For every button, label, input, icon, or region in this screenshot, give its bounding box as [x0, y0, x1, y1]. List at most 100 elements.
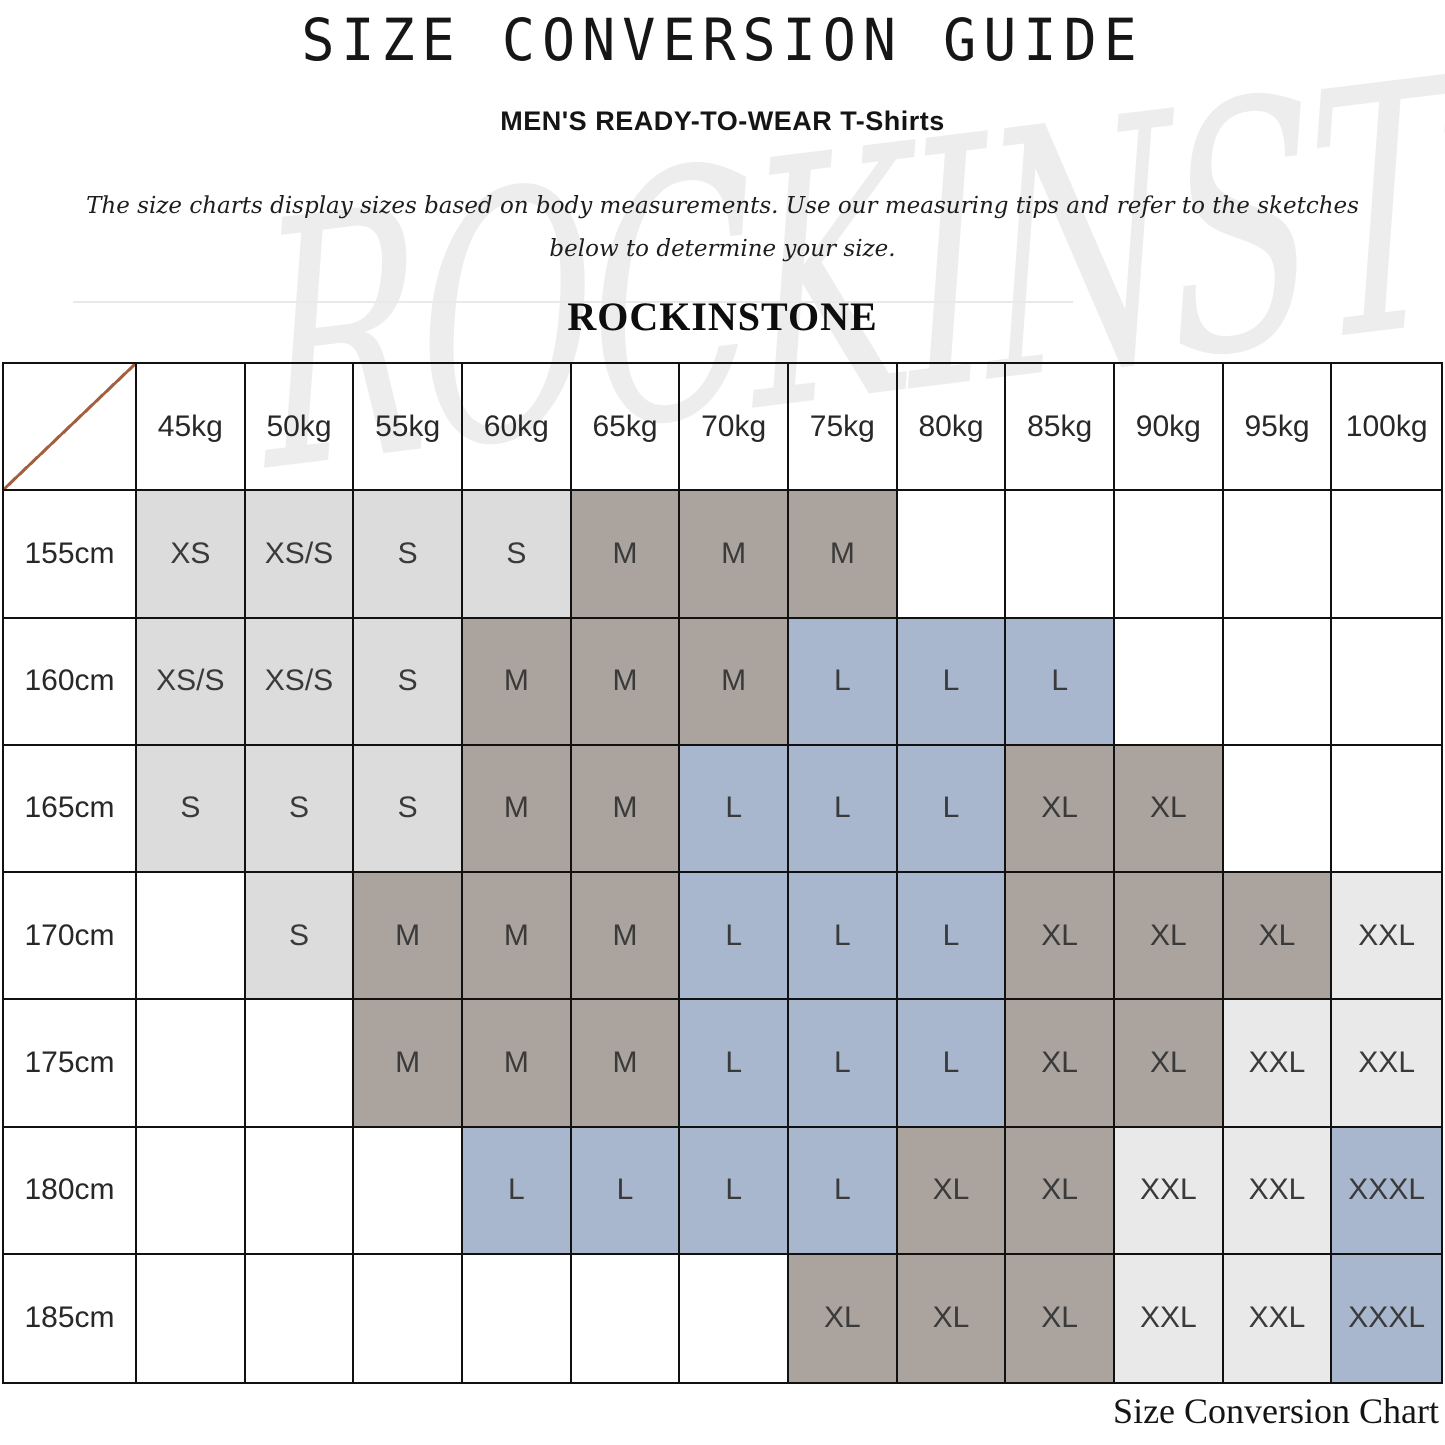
row-header-165cm: 165cm [4, 745, 137, 873]
cell-155cm-95kg [1223, 491, 1333, 619]
table-corner-cell [4, 364, 137, 492]
cell-155cm-45kg: XS [137, 491, 246, 619]
cell-165cm-100kg [1332, 745, 1441, 873]
cell-165cm-65kg: M [571, 745, 681, 873]
cell-180cm-55kg [354, 1127, 463, 1255]
cell-165cm-45kg: S [137, 745, 246, 873]
cell-155cm-75kg: M [788, 491, 898, 619]
cell-185cm-70kg [680, 1254, 789, 1382]
col-header-90kg: 90kg [1114, 364, 1224, 492]
subtitle: MEN'S READY-TO-WEAR T-Shirts [500, 106, 945, 136]
row-header-155cm: 155cm [4, 491, 137, 619]
cell-170cm-60kg: M [462, 873, 572, 1001]
cell-170cm-80kg: L [897, 873, 1007, 1001]
cell-160cm-45kg: XS/S [137, 618, 246, 746]
cell-155cm-85kg [1006, 491, 1115, 619]
cell-185cm-85kg: XL [1006, 1254, 1115, 1382]
cell-170cm-65kg: M [571, 873, 681, 1001]
description-line-1: The size charts display sizes based on b… [86, 193, 1359, 219]
footer-caption: Size Conversion Chart [1113, 1391, 1439, 1431]
cell-160cm-60kg: M [462, 618, 572, 746]
cell-180cm-95kg: XXL [1223, 1127, 1333, 1255]
row-header-175cm: 175cm [4, 1000, 137, 1128]
cell-170cm-95kg: XL [1223, 873, 1333, 1001]
col-header-55kg: 55kg [354, 364, 463, 492]
col-header-70kg: 70kg [680, 364, 789, 492]
col-header-75kg: 75kg [788, 364, 898, 492]
cell-175cm-90kg: XL [1114, 1000, 1224, 1128]
cell-185cm-75kg: XL [788, 1254, 898, 1382]
cell-180cm-75kg: L [788, 1127, 898, 1255]
brand-name: ROCKINSTONE [567, 294, 878, 339]
col-header-45kg: 45kg [137, 364, 246, 492]
cell-160cm-65kg: M [571, 618, 681, 746]
cell-170cm-70kg: L [680, 873, 789, 1001]
cell-180cm-65kg: L [571, 1127, 681, 1255]
cell-180cm-45kg [137, 1127, 246, 1255]
cell-160cm-80kg: L [897, 618, 1007, 746]
cell-160cm-55kg: S [354, 618, 463, 746]
cell-155cm-55kg: S [354, 491, 463, 619]
cell-185cm-60kg [462, 1254, 572, 1382]
cell-170cm-85kg: XL [1006, 873, 1115, 1001]
cell-170cm-45kg [137, 873, 246, 1001]
col-header-80kg: 80kg [897, 364, 1007, 492]
page-title: SIZE CONVERSION GUIDE [301, 6, 1144, 74]
cell-155cm-80kg [897, 491, 1007, 619]
col-header-95kg: 95kg [1223, 364, 1333, 492]
cell-170cm-90kg: XL [1114, 873, 1224, 1001]
cell-155cm-90kg [1114, 491, 1224, 619]
cell-185cm-45kg [137, 1254, 246, 1382]
col-header-60kg: 60kg [462, 364, 572, 492]
cell-160cm-90kg [1114, 618, 1224, 746]
cell-175cm-80kg: L [897, 1000, 1007, 1128]
cell-185cm-80kg: XL [897, 1254, 1007, 1382]
cell-160cm-85kg: L [1006, 618, 1115, 746]
cell-175cm-100kg: XXL [1332, 1000, 1441, 1128]
cell-165cm-50kg: S [245, 745, 355, 873]
col-header-50kg: 50kg [245, 364, 355, 492]
cell-175cm-50kg [245, 1000, 355, 1128]
cell-165cm-90kg: XL [1114, 745, 1224, 873]
cell-170cm-100kg: XXL [1332, 873, 1441, 1001]
cell-185cm-95kg: XXL [1223, 1254, 1333, 1382]
cell-185cm-100kg: XXXL [1332, 1254, 1441, 1382]
cell-155cm-70kg: M [680, 491, 789, 619]
col-header-85kg: 85kg [1006, 364, 1115, 492]
cell-165cm-55kg: S [354, 745, 463, 873]
col-header-65kg: 65kg [571, 364, 681, 492]
cell-160cm-75kg: L [788, 618, 898, 746]
cell-170cm-50kg: S [245, 873, 355, 1001]
cell-180cm-90kg: XXL [1114, 1127, 1224, 1255]
cell-165cm-95kg [1223, 745, 1333, 873]
cell-155cm-100kg [1332, 491, 1441, 619]
row-header-160cm: 160cm [4, 618, 137, 746]
cell-165cm-60kg: M [462, 745, 572, 873]
cell-155cm-65kg: M [571, 491, 681, 619]
cell-175cm-70kg: L [680, 1000, 789, 1128]
cell-165cm-70kg: L [680, 745, 789, 873]
cell-185cm-65kg [571, 1254, 681, 1382]
size-table: 45kg 50kg 55kg 60kg 65kg 70kg 75kg 80kg 85kg 90kg… [2, 362, 1443, 1384]
cell-175cm-75kg: L [788, 1000, 898, 1128]
cell-180cm-70kg: L [680, 1127, 789, 1255]
cell-175cm-65kg: M [571, 1000, 681, 1128]
cell-155cm-60kg: S [462, 491, 572, 619]
cell-160cm-95kg [1223, 618, 1333, 746]
cell-175cm-60kg: M [462, 1000, 572, 1128]
cell-165cm-75kg: L [788, 745, 898, 873]
cell-170cm-55kg: M [354, 873, 463, 1001]
cell-155cm-50kg: XS/S [245, 491, 355, 619]
divider-line [73, 301, 1073, 303]
cell-180cm-85kg: XL [1006, 1127, 1115, 1255]
cell-180cm-100kg: XXXL [1332, 1127, 1441, 1255]
row-header-185cm: 185cm [4, 1254, 137, 1382]
description-line-2: below to determine your size. [549, 236, 896, 262]
cell-180cm-60kg: L [462, 1127, 572, 1255]
cell-160cm-70kg: M [680, 618, 789, 746]
col-header-100kg: 100kg [1332, 364, 1441, 492]
cell-165cm-85kg: XL [1006, 745, 1115, 873]
cell-175cm-85kg: XL [1006, 1000, 1115, 1128]
cell-160cm-100kg [1332, 618, 1441, 746]
cell-175cm-55kg: M [354, 1000, 463, 1128]
